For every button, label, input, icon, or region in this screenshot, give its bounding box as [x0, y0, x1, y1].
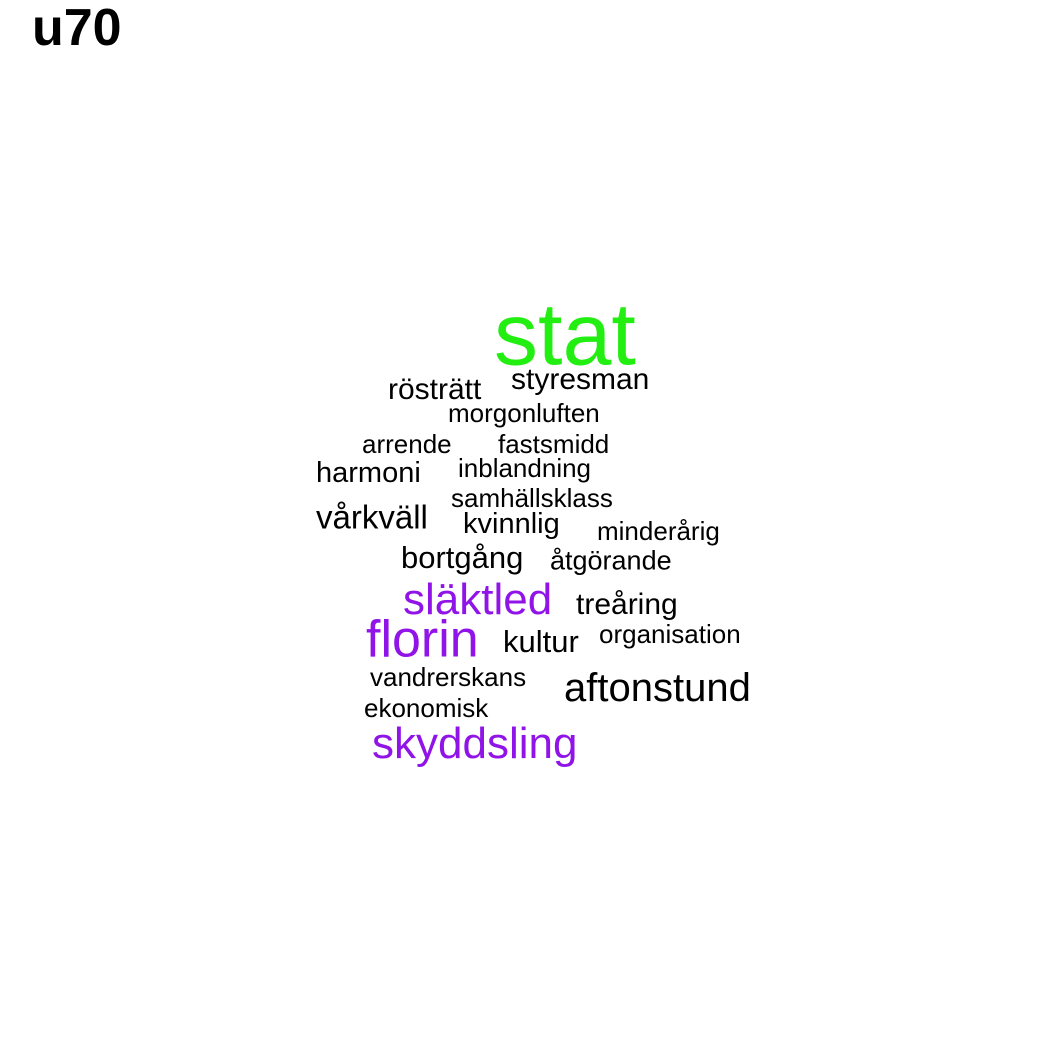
word-2: styresman	[511, 363, 650, 396]
word-11: minderårig	[597, 516, 720, 547]
word-22: skyddsling	[372, 718, 578, 768]
word-3: morgonluften	[448, 398, 600, 429]
word-14: släktled	[403, 574, 553, 624]
word-4: arrende	[362, 429, 452, 460]
word-5: fastsmidd	[498, 429, 610, 460]
word-1: rösträtt	[388, 373, 482, 406]
word-15: treåring	[576, 588, 678, 621]
word-9: vårkväll	[316, 498, 428, 536]
word-8: samhällsklass	[451, 483, 613, 514]
word-6: harmoni	[316, 456, 421, 489]
word-16: florin	[366, 610, 479, 669]
word-7: inblandning	[458, 453, 592, 484]
word-19: vandrerskans	[370, 662, 527, 693]
page-title: u70	[32, 0, 122, 57]
word-13: åtgörande	[550, 545, 672, 576]
word-12: bortgång	[401, 540, 524, 576]
word-18: organisation	[599, 619, 741, 650]
word-17: kultur	[503, 624, 579, 660]
word-20: aftonstund	[564, 666, 751, 710]
word-21: ekonomisk	[364, 693, 489, 724]
word-10: kvinnlig	[463, 507, 560, 540]
word-0: stat	[494, 284, 636, 384]
